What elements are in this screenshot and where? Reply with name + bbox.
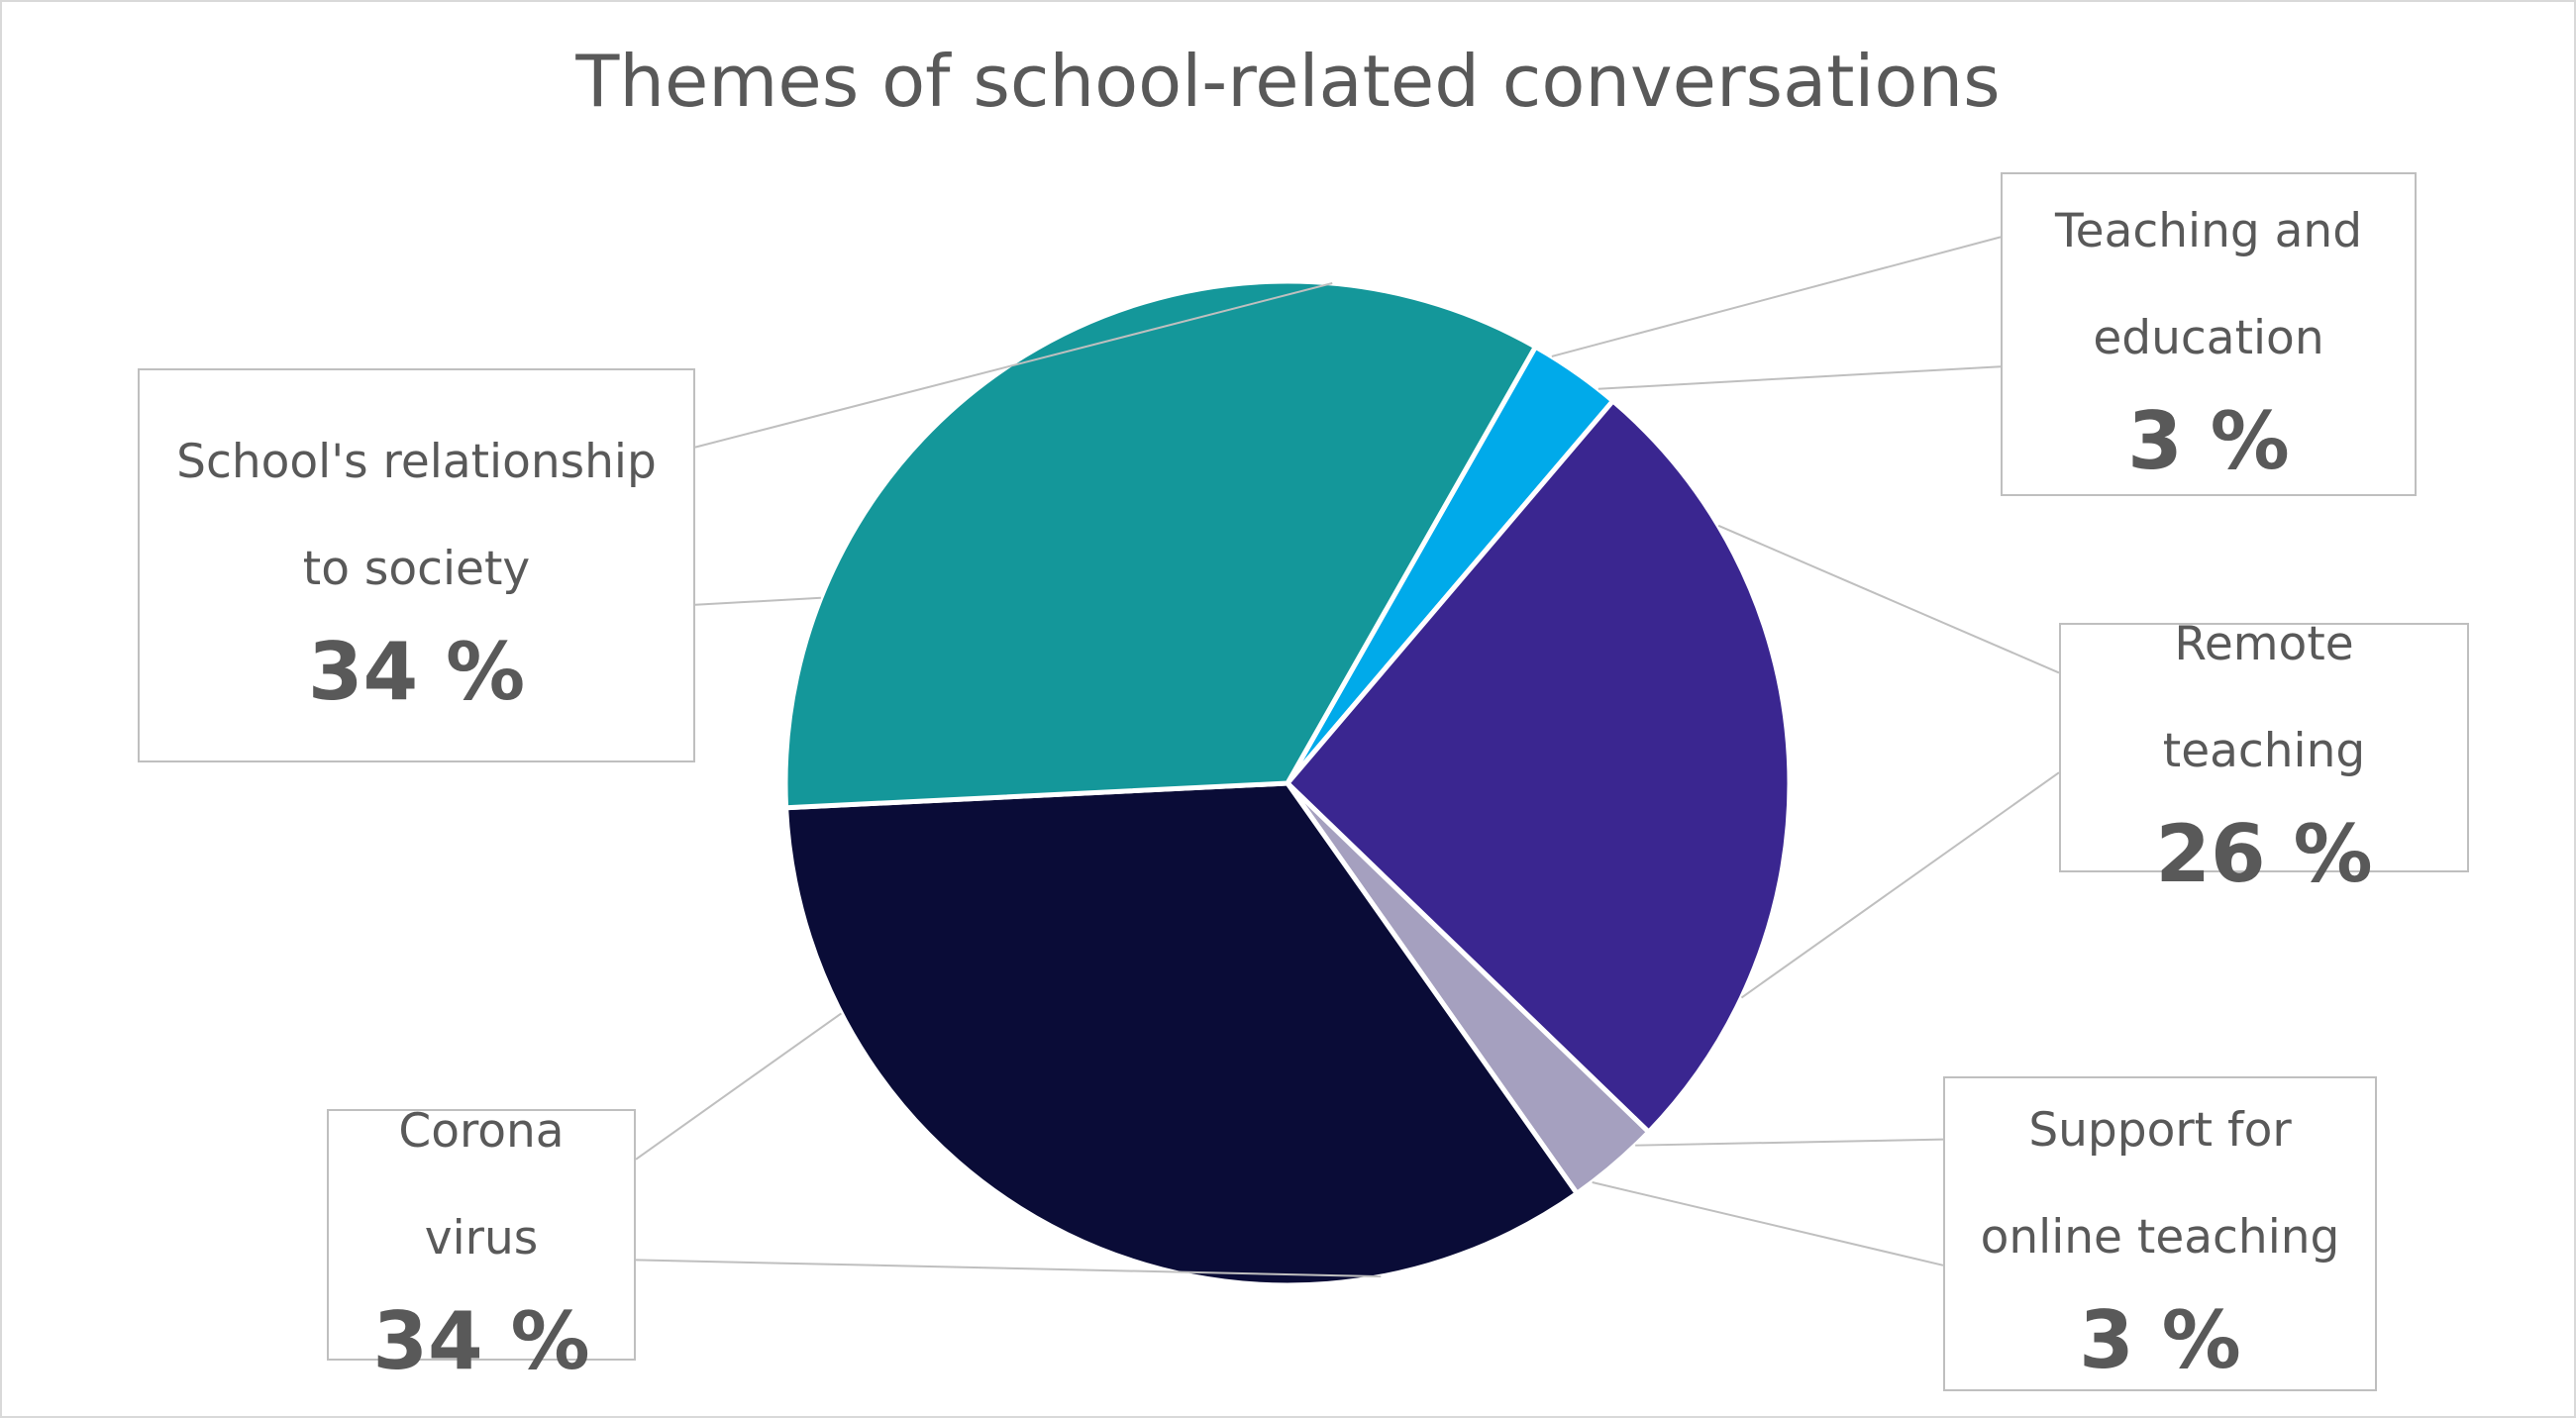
data-label-box: Remote teaching 26 % [2059,617,2469,900]
leader-line [1717,524,2060,674]
leader-line [694,596,821,606]
leader-line [635,1259,1382,1278]
pie-slice [782,278,1539,811]
legend-label: Remote teaching [2162,617,2366,778]
leader-line [1592,1181,1944,1266]
data-label: 34 % [307,626,526,718]
data-label: 34 % [372,1295,590,1387]
data-label-box: Corona virus 34 % [327,1104,636,1387]
legend-label: Corona virus [398,1104,565,1266]
legend-label: School's relationship to society [176,435,657,596]
leader-line [1740,771,2060,999]
chart-title: Themes of school-related conversations [575,40,2001,123]
leader-line [1635,1138,1944,1147]
leader-line [694,282,1333,449]
pie-slice [782,780,1581,1288]
leader-line [1597,365,2002,390]
legend-label: Teaching and education [2054,203,2363,365]
data-label: 3 % [2079,1294,2241,1386]
data-label: 3 % [2127,394,2290,487]
data-label-box: School's relationship to society 34 % [138,368,695,762]
data-label: 26 % [2155,808,2373,900]
pie-slice [1284,397,1793,1136]
data-label-box: Support for online teaching 3 % [1943,1076,2377,1391]
data-label-box: Teaching and education 3 % [2001,172,2417,496]
legend-label: Support for online teaching [1980,1103,2340,1265]
leader-line [1551,236,2002,357]
leader-line [635,1012,842,1161]
